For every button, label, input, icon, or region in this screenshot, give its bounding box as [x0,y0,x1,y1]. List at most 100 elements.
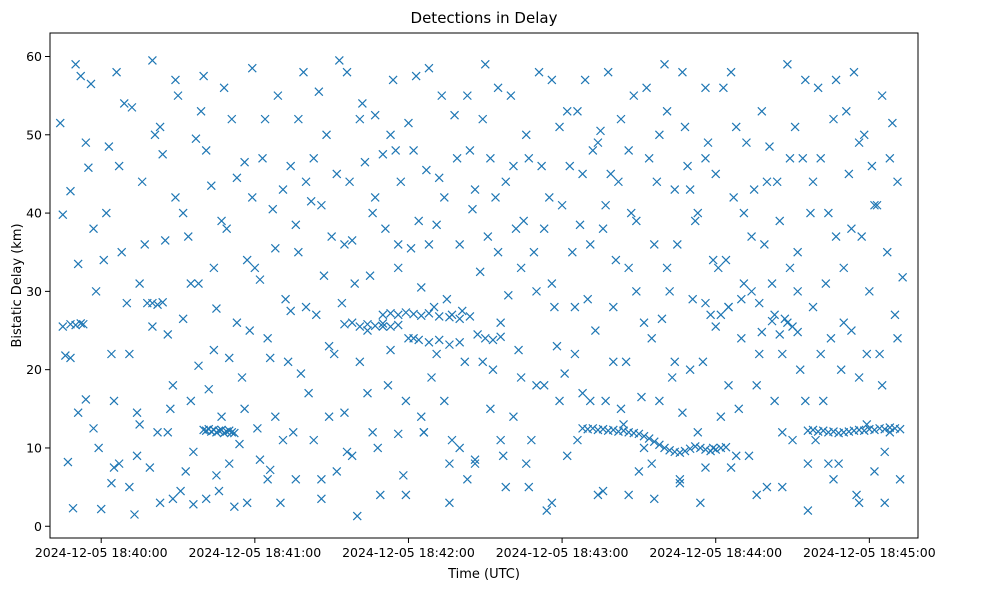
data-point [337,298,347,308]
data-point [649,239,659,249]
data-point [757,106,767,116]
data-point [893,333,902,343]
data-point [590,326,600,335]
data-point [752,380,762,390]
data-point [437,91,447,101]
data-point [427,373,436,382]
data-point [603,67,613,77]
data-point [731,122,741,132]
data-point [485,153,495,163]
data-point [250,263,260,273]
data-point [547,498,557,508]
data-point [286,306,296,316]
data-point [680,122,690,132]
data-point [465,312,475,321]
data-point [360,157,370,167]
data-point [316,474,326,484]
data-point [693,427,703,437]
data-point [877,91,887,101]
data-point [55,118,65,128]
data-point [565,161,575,171]
data-point [401,308,411,317]
data-point [71,59,81,69]
data-point [219,83,229,93]
y-tick-label: 40 [26,206,42,221]
data-point [736,333,746,343]
x-tick-label: 2024-12-05 18:42:00 [342,545,475,560]
data-point [516,373,526,382]
data-point [503,290,513,300]
data-point [621,357,631,367]
data-point [304,388,314,398]
data-point [616,114,626,124]
data-point [688,294,698,304]
data-point [109,396,119,406]
data-point [729,192,739,202]
data-point [526,435,536,445]
data-point [575,220,585,230]
data-point [347,236,357,245]
data-point [675,448,685,458]
data-point [311,310,321,320]
data-point [201,494,211,504]
data-point [726,463,736,472]
data-point [406,243,416,253]
x-axis: 2024-12-05 18:40:00 2024-12-05 18:41:00 20… [35,538,936,560]
data-point [493,247,503,257]
data-point [212,470,221,480]
data-point [414,216,424,226]
data-point [875,349,885,359]
data-point [767,316,777,326]
data-point [701,463,710,472]
data-point [324,412,334,422]
data-point [370,321,380,331]
data-point [747,232,756,241]
data-point [818,426,828,436]
data-point [276,498,285,508]
data-point [695,443,705,453]
data-point [188,499,198,509]
data-point [619,420,628,429]
data-point [872,200,882,210]
data-point [122,298,132,308]
data-point [772,177,782,187]
data-point [439,396,449,406]
data-point [585,239,595,249]
data-point [724,302,733,312]
data-point [813,83,823,93]
data-point [808,177,818,187]
data-point [263,333,273,343]
data-point [212,427,221,437]
data-point [332,169,342,179]
data-point [839,318,849,328]
data-point [877,380,887,390]
data-point [393,263,403,273]
data-point [224,426,234,436]
data-point [808,425,818,435]
data-point [637,392,646,402]
data-point [183,232,193,241]
data-point [227,114,237,124]
data-point [488,365,498,375]
data-point [864,286,874,296]
data-point [742,138,751,148]
data-point [378,322,388,332]
data-point [895,424,905,434]
data-point [829,114,838,124]
data-point [314,87,324,97]
data-point [63,457,73,467]
data-point [578,169,588,179]
data-point [424,239,434,249]
data-point [862,349,872,359]
data-point [404,118,413,128]
data-point [649,437,659,447]
data-point [450,110,459,120]
y-tick-label: 60 [26,49,42,64]
data-point [419,427,429,437]
data-point [509,161,518,171]
data-point [206,181,216,191]
data-point [224,353,234,363]
data-point [370,192,380,202]
data-point [770,310,780,320]
